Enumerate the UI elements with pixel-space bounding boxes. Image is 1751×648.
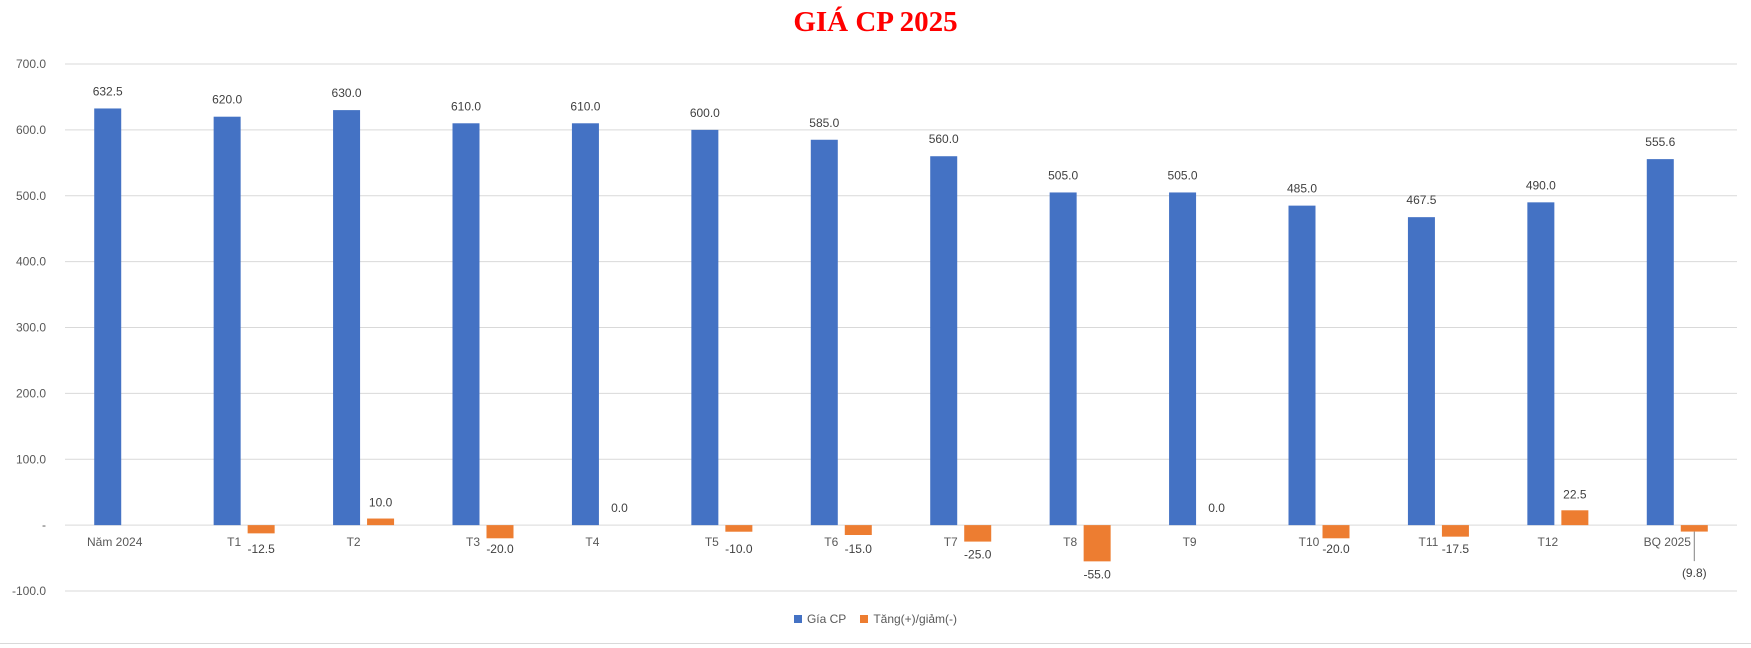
bar-tang-giam (964, 525, 992, 542)
data-label-tang-giam: -15.0 (845, 542, 873, 556)
bar-gia-cp (571, 123, 599, 526)
legend: Gía CP Tăng(+)/giảm(-) (0, 612, 1751, 626)
bar-gia-cp (1646, 159, 1674, 526)
bar-gia-cp (213, 116, 241, 526)
y-tick-label: 500.0 (16, 189, 46, 203)
legend-swatch (793, 615, 802, 623)
data-label-gia-cp: 585.0 (809, 116, 839, 130)
legend-swatch (860, 615, 869, 623)
x-tick-label: Năm 2024 (87, 535, 143, 549)
y-tick-label: 200.0 (16, 386, 46, 400)
data-label-tang-giam: -25.0 (964, 548, 992, 562)
x-tick-label: BQ 2025 (1644, 535, 1692, 549)
bar-tang-giam (1322, 525, 1350, 539)
bar-gia-cp (1288, 205, 1316, 526)
x-tick-label: T4 (585, 535, 599, 549)
data-label-tang-giam: -17.5 (1442, 542, 1470, 556)
x-tick-label: T2 (347, 535, 361, 549)
legend-item-gia-cp: Gía CP (793, 612, 847, 626)
data-label-gia-cp: 600.0 (690, 106, 720, 120)
data-label-gia-cp: 505.0 (1168, 168, 1198, 182)
bar-tang-giam (247, 525, 275, 534)
data-label-tang-giam: -20.0 (1322, 542, 1350, 556)
data-label-gia-cp: 505.0 (1048, 168, 1078, 182)
bar-gia-cp (810, 139, 838, 526)
data-label-tang-giam: -55.0 (1083, 567, 1111, 581)
y-tick-label: 300.0 (16, 321, 46, 335)
y-tick-label: 400.0 (16, 255, 46, 269)
bar-gia-cp (691, 129, 719, 526)
data-label-gia-cp: 560.0 (929, 132, 959, 146)
x-tick-label: T12 (1538, 535, 1559, 549)
data-label-tang-giam: 0.0 (611, 501, 628, 515)
x-tick-label: T11 (1419, 535, 1439, 549)
bar-gia-cp (1169, 192, 1197, 526)
data-label-tang-giam: -20.0 (486, 542, 514, 556)
bar-gia-cp (930, 156, 958, 526)
bar-tang-giam (1561, 510, 1589, 526)
x-tick-label: T8 (1063, 535, 1077, 549)
data-label-tang-giam: 22.5 (1563, 487, 1587, 501)
data-label-gia-cp: 555.6 (1645, 135, 1675, 149)
y-tick-label: 700.0 (16, 57, 46, 71)
data-label-tang-giam: -10.0 (725, 542, 753, 556)
bar-gia-cp (1049, 192, 1077, 526)
bar-tang-giam (367, 518, 395, 526)
bar-tang-giam (1680, 525, 1708, 532)
y-tick-label: 100.0 (16, 452, 46, 466)
x-tick-label: T10 (1299, 535, 1320, 549)
data-label-tang-giam: 10.0 (369, 496, 393, 510)
x-tick-label: T9 (1183, 535, 1197, 549)
y-tick-label: 600.0 (16, 123, 46, 137)
bar-gia-cp (333, 110, 361, 526)
chart-title: GIÁ CP 2025 (793, 6, 958, 38)
data-label-gia-cp: 610.0 (570, 99, 600, 113)
legend-item-tang-giam: Tăng(+)/giảm(-) (860, 612, 957, 626)
data-label-gia-cp: 632.5 (93, 84, 123, 98)
data-label-gia-cp: 610.0 (451, 99, 481, 113)
legend-label: Gía CP (806, 612, 847, 626)
bar-gia-cp (1527, 202, 1555, 526)
bar-gia-cp (94, 108, 122, 526)
bar-tang-giam (1083, 525, 1111, 562)
x-tick-label: T7 (944, 535, 958, 549)
data-label-gia-cp: 630.0 (332, 86, 362, 100)
bar-tang-giam (1441, 525, 1469, 537)
legend-label: Tăng(+)/giảm(-) (873, 612, 958, 626)
bar-gia-cp (452, 123, 480, 526)
data-label-gia-cp: 620.0 (212, 93, 242, 107)
bar-tang-giam (486, 525, 514, 539)
x-tick-label: T1 (227, 535, 241, 549)
data-label-gia-cp: 490.0 (1526, 178, 1556, 192)
data-label-tang-giam: (9.8) (1682, 566, 1707, 580)
x-tick-label: T5 (705, 535, 719, 549)
data-label-tang-giam: 0.0 (1208, 501, 1225, 515)
bar-tang-giam (844, 525, 872, 536)
data-label-gia-cp: 467.5 (1406, 193, 1436, 207)
x-tick-label: T6 (824, 535, 838, 549)
bar-tang-giam (725, 525, 753, 532)
data-label-gia-cp: 485.0 (1287, 182, 1317, 196)
data-label-tang-giam: -12.5 (247, 542, 275, 556)
divider (0, 643, 1751, 644)
x-tick-label: T3 (466, 535, 480, 549)
bar-gia-cp (1407, 217, 1435, 526)
y-tick-label: - (42, 518, 46, 532)
y-tick-label: -100.0 (12, 584, 46, 598)
